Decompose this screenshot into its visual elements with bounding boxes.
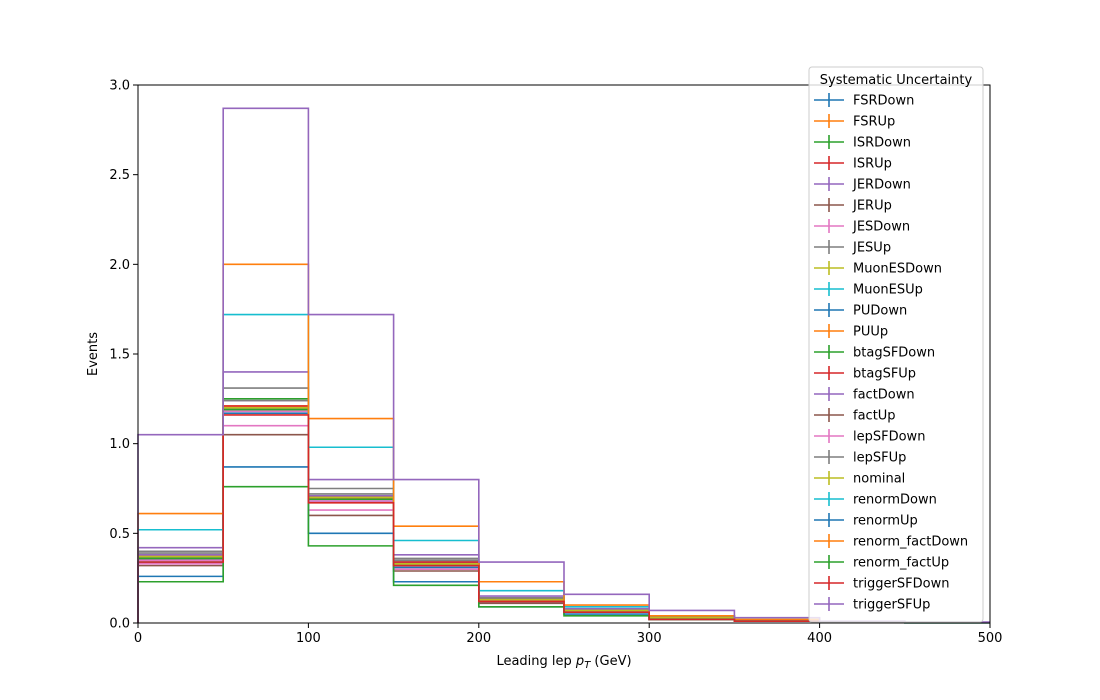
x-tick-label: 300 [637,631,662,646]
legend-item: JESUp [814,240,891,256]
x-tick-label: 100 [296,631,321,646]
legend-label: MuonESUp [853,283,923,298]
legend-item: FSRDown [814,93,914,109]
legend-label: nominal [853,472,905,487]
x-tick-label: 0 [134,631,142,646]
legend-label: renormUp [853,514,918,529]
legend-label: JESDown [852,220,910,235]
legend-item: JERUp [814,198,892,214]
legend-item: triggerSFDown [814,576,949,592]
legend-item: PUDown [814,303,907,319]
legend-item: btagSFDown [814,345,935,361]
x-axis: 0 100 200 300 400 500 [134,623,1003,646]
legend-label: FSRUp [853,115,895,130]
legend-item: MuonESDown [814,261,942,277]
legend-label: renormDown [853,493,937,508]
y-tick-label: 0.0 [109,617,130,632]
legend-item: factDown [814,387,915,403]
legend-label: btagSFUp [853,367,916,382]
legend-item: renorm_factDown [814,534,968,550]
legend: Systematic Uncertainty FSRDown FSRUp ISRDo… [808,66,984,623]
legend-item: ISRDown [814,135,911,151]
legend-title: Systematic Uncertainty [820,73,973,88]
legend-label: JERDown [852,178,911,193]
x-axis-label: Leading lep pT (GeV) [496,654,631,671]
legend-label: JERUp [852,199,892,214]
legend-label: lepSFUp [853,451,906,466]
legend-box [808,66,984,623]
x-tick-label: 500 [978,631,1003,646]
legend-label: btagSFDown [853,346,935,361]
legend-label: factDown [853,388,915,403]
legend-item: nominal [814,471,905,487]
y-tick-label: 1.0 [109,437,130,452]
legend-item: PUUp [814,324,888,340]
legend-label: renorm_factDown [853,535,968,550]
legend-label: FSRDown [853,94,914,109]
legend-item: btagSFUp [814,366,916,382]
legend-label: renorm_factUp [853,556,949,571]
legend-label: MuonESDown [853,262,942,277]
legend-item: FSRUp [814,114,895,130]
y-tick-label: 0.5 [109,527,130,542]
legend-label: triggerSFDown [853,577,949,592]
legend-item: JESDown [814,219,910,235]
x-tick-label: 400 [807,631,832,646]
legend-item: triggerSFUp [814,597,930,613]
legend-label: factUp [853,409,896,424]
legend-item: factUp [814,408,896,424]
legend-item: renorm_factUp [814,555,949,571]
legend-items: FSRDown FSRUp ISRDown ISRUp JERDown JERUp JESD… [814,93,968,613]
legend-item: JERDown [814,177,911,193]
legend-label: PUUp [853,325,888,340]
legend-label: ISRUp [853,157,892,172]
x-tick-label: 200 [466,631,491,646]
legend-label: triggerSFUp [853,598,930,613]
y-tick-label: 1.5 [109,348,130,363]
legend-item: renormUp [814,513,918,529]
y-tick-label: 2.0 [109,258,130,273]
y-axis-label: Events [86,332,101,376]
legend-label: PUDown [853,304,907,319]
legend-item: renormDown [814,492,937,508]
legend-item: MuonESUp [814,282,923,298]
legend-item: ISRUp [814,156,892,172]
legend-item: lepSFUp [814,450,906,466]
y-axis: 0.0 0.5 1.0 1.5 2.0 2.5 3.0 [109,79,138,632]
legend-item: lepSFDown [814,429,925,445]
y-tick-label: 2.5 [109,168,130,183]
legend-label: JESUp [852,241,891,256]
legend-label: ISRDown [853,136,911,151]
y-tick-label: 3.0 [109,79,130,94]
legend-label: lepSFDown [853,430,925,445]
